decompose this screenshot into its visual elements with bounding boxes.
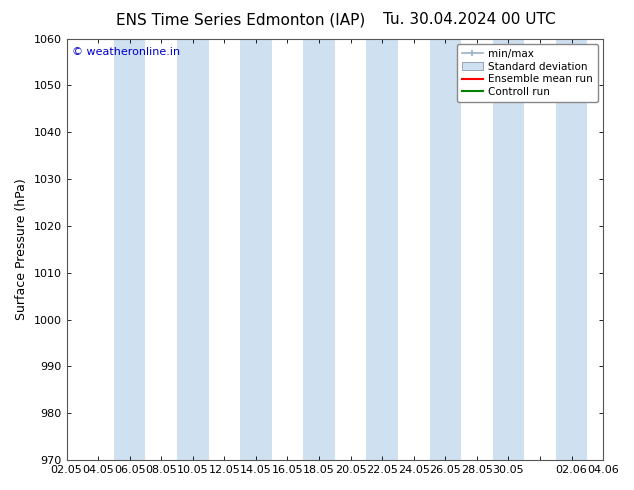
Bar [114, 39, 145, 460]
Bar [177, 39, 209, 460]
Y-axis label: Surface Pressure (hPa): Surface Pressure (hPa) [15, 178, 28, 320]
Bar [556, 39, 587, 460]
Bar [303, 39, 335, 460]
Text: © weatheronline.in: © weatheronline.in [72, 47, 180, 57]
Bar [240, 39, 272, 460]
Bar [493, 39, 524, 460]
Text: ENS Time Series Edmonton (IAP): ENS Time Series Edmonton (IAP) [116, 12, 366, 27]
Bar [429, 39, 461, 460]
Bar [366, 39, 398, 460]
Bar [603, 39, 619, 460]
Legend: min/max, Standard deviation, Ensemble mean run, Controll run: min/max, Standard deviation, Ensemble me… [456, 44, 598, 102]
Text: Tu. 30.04.2024 00 UTC: Tu. 30.04.2024 00 UTC [383, 12, 555, 27]
